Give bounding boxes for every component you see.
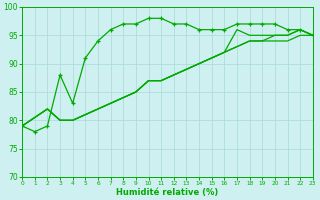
X-axis label: Humidité relative (%): Humidité relative (%) [116,188,219,197]
